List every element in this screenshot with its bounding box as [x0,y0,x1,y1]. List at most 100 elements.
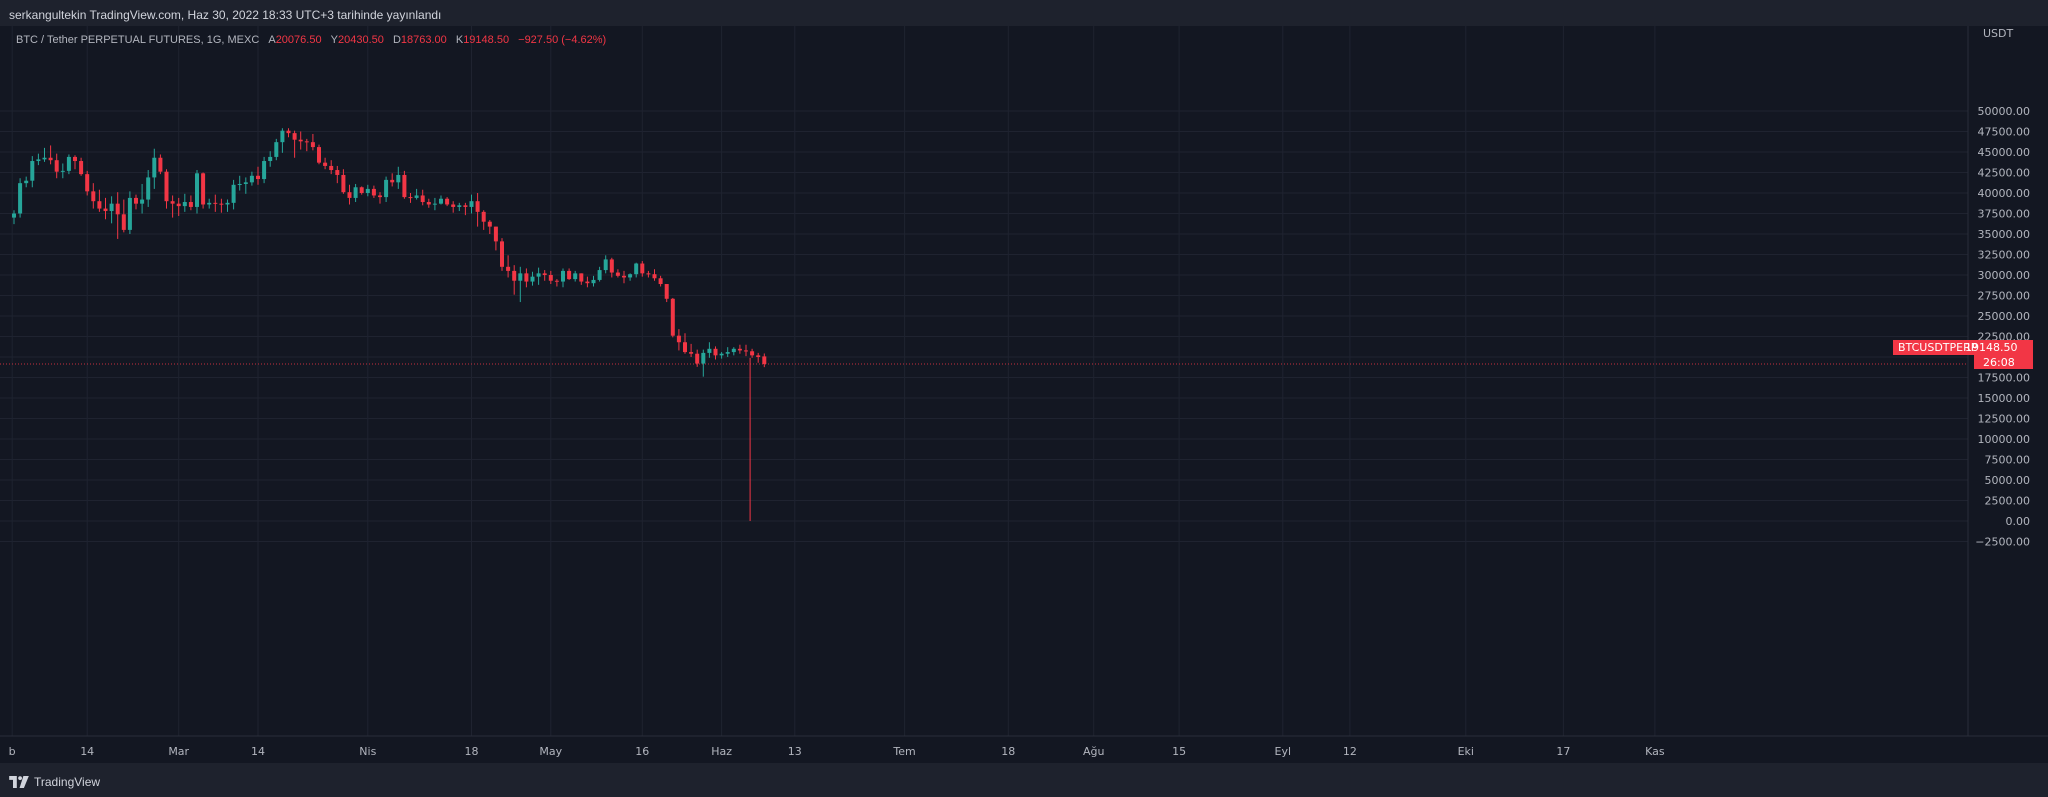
candle-body [719,353,724,356]
candle-body [103,208,108,212]
x-tick-label: Nis [359,745,376,758]
candle-body [530,276,535,282]
candle-body [91,191,96,202]
candle-body [481,211,486,222]
candle-body [676,335,681,343]
candle-body [554,280,559,282]
candle-body [225,202,230,205]
candle-body [701,352,706,364]
price-axis: 50000.00 47500.00 45000.00 42500.00 40000.00… [1967,26,2031,736]
candle-body [268,156,273,162]
candle-body [127,197,132,230]
candle-body [390,179,395,183]
candle-body [487,221,492,227]
candle-body [79,161,84,175]
x-tick-label: 14 [251,745,265,758]
x-tick-label: 13 [788,745,802,758]
candle-body [188,202,193,207]
symbol-legend[interactable]: BTC / Tether PERPETUAL FUTURES, 1G, MEXC… [16,34,606,46]
candle-body [731,348,736,353]
brand-name: TradingView [34,775,101,789]
candle-body [292,133,297,140]
x-tick-label: 18 [465,745,479,758]
candle-body [622,275,626,278]
candle-body [164,171,169,202]
symbol-name[interactable]: BTC / Tether PERPETUAL FUTURES, 1G, MEXC [16,34,260,46]
y-tick-label: 37500.00 [1978,208,2031,221]
candle-body [213,202,218,204]
candle-body [243,182,248,184]
candle-body [219,203,224,205]
candle-body [170,201,175,204]
candle-body [646,273,651,275]
candle-body [713,348,718,356]
change-value: −927.50 (−4.62%) [518,34,607,46]
y-tick-label: 17500.00 [1978,372,2031,385]
candle-body [24,180,29,184]
candle-body [469,201,474,207]
candle-body [60,170,65,172]
candle-body [146,177,151,200]
y-tick-label: 15000.00 [1978,392,2031,405]
tradingview-brand[interactable]: TradingView [9,775,100,789]
candle-body [439,198,443,204]
candle-body [597,270,602,280]
y-tick-label: 25000.00 [1978,310,2031,323]
candle-body [310,142,315,148]
candle-body [256,175,260,180]
candle-body [512,270,517,281]
candle-body [615,272,620,276]
candle-body [426,202,431,205]
candle-body [628,274,633,278]
y-tick-label: 30000.00 [1978,269,2031,282]
candlestick-chart[interactable]: 50000.00 47500.00 45000.00 42500.00 40000.00… [0,26,2048,763]
low-label: D [392,34,401,46]
candle-body [317,147,321,163]
y-tick-label: 42500.00 [1978,167,2031,180]
candle-body [280,130,285,143]
candle-body [420,195,425,203]
candle-body [725,352,730,354]
footer: TradingView [0,763,2048,797]
y-tick-label: 45000.00 [1978,146,2031,159]
candle-body [176,203,181,207]
open-label: A [268,34,276,46]
candle-body [152,157,157,178]
candle-body [182,202,187,207]
candle-body [664,284,669,299]
candle-body [652,274,657,279]
chart-area[interactable]: 50000.00 47500.00 45000.00 42500.00 40000.00… [0,26,2048,763]
y-tick-label: 40000.00 [1978,187,2031,200]
candle-body [475,201,480,212]
high-value: 20430.50 [337,34,384,46]
candle-body [54,160,59,172]
price-tag-symbol: BTCUSDTPERP [1898,341,1978,354]
candle-body [140,199,145,204]
candle-body [396,174,401,183]
candle-body [658,278,663,285]
candle-body [414,195,419,198]
candle-body [158,157,163,172]
x-tick-label: Eyl [1275,745,1292,758]
candle-body [365,188,370,193]
candle-body [262,161,267,180]
x-tick-label: 15 [1172,745,1186,758]
candle-body [195,173,199,207]
candle-body [274,142,279,157]
candle-body [579,273,584,282]
candle-body [109,203,114,212]
y-tick-label: 50000.00 [1978,105,2031,118]
candle-body [500,241,504,267]
candle-body [48,157,53,161]
candle-body [634,263,639,275]
candle-body [451,204,456,207]
candle-body [298,139,303,142]
candle-body [493,226,498,242]
candle-body [506,266,511,271]
candle-body [744,350,748,352]
candle-body [66,156,71,171]
low-value: 18763.00 [400,34,447,46]
candle-body [304,141,309,143]
candle-body [121,214,126,230]
x-tick-label: Kas [1645,745,1665,758]
